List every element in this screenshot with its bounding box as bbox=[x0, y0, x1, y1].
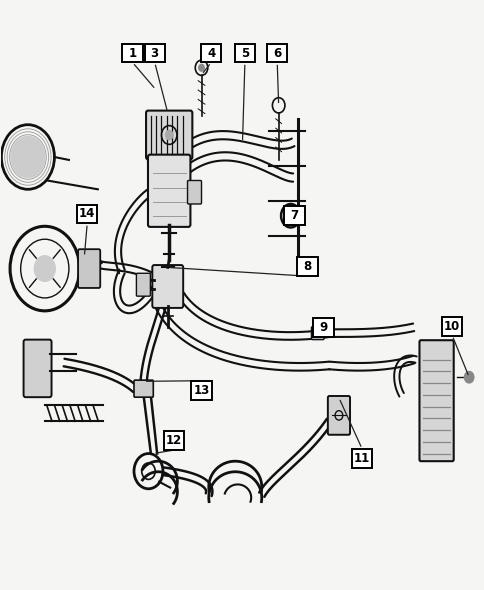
FancyBboxPatch shape bbox=[136, 273, 150, 296]
Text: 10: 10 bbox=[443, 320, 459, 333]
Text: 6: 6 bbox=[272, 47, 281, 60]
Circle shape bbox=[34, 255, 55, 281]
FancyBboxPatch shape bbox=[122, 44, 142, 63]
Text: 5: 5 bbox=[240, 47, 248, 60]
Text: 8: 8 bbox=[303, 260, 311, 273]
Text: 13: 13 bbox=[193, 384, 209, 396]
FancyBboxPatch shape bbox=[311, 327, 323, 340]
FancyBboxPatch shape bbox=[187, 181, 201, 204]
Text: 1: 1 bbox=[128, 47, 136, 60]
Text: 4: 4 bbox=[207, 47, 215, 60]
Circle shape bbox=[285, 210, 295, 222]
FancyBboxPatch shape bbox=[267, 44, 287, 63]
FancyBboxPatch shape bbox=[146, 110, 192, 159]
FancyBboxPatch shape bbox=[152, 265, 183, 308]
Circle shape bbox=[198, 64, 204, 71]
FancyBboxPatch shape bbox=[234, 44, 255, 63]
FancyBboxPatch shape bbox=[191, 381, 211, 399]
FancyBboxPatch shape bbox=[134, 380, 153, 397]
Text: 11: 11 bbox=[353, 452, 369, 465]
FancyBboxPatch shape bbox=[441, 317, 461, 336]
FancyBboxPatch shape bbox=[77, 205, 97, 224]
FancyBboxPatch shape bbox=[419, 340, 453, 461]
FancyBboxPatch shape bbox=[144, 44, 165, 63]
Circle shape bbox=[463, 371, 473, 383]
Circle shape bbox=[11, 136, 45, 178]
FancyBboxPatch shape bbox=[297, 257, 317, 276]
Circle shape bbox=[165, 130, 173, 140]
FancyBboxPatch shape bbox=[164, 431, 184, 450]
FancyBboxPatch shape bbox=[200, 44, 221, 63]
FancyBboxPatch shape bbox=[78, 249, 100, 288]
Text: 14: 14 bbox=[79, 208, 95, 221]
FancyBboxPatch shape bbox=[24, 340, 51, 397]
Text: 12: 12 bbox=[166, 434, 182, 447]
Text: 7: 7 bbox=[290, 209, 298, 222]
FancyBboxPatch shape bbox=[327, 396, 349, 435]
Text: 9: 9 bbox=[319, 321, 327, 334]
Text: 3: 3 bbox=[151, 47, 158, 60]
FancyBboxPatch shape bbox=[284, 206, 304, 225]
FancyBboxPatch shape bbox=[313, 318, 333, 337]
FancyBboxPatch shape bbox=[351, 449, 371, 468]
FancyBboxPatch shape bbox=[148, 155, 190, 227]
